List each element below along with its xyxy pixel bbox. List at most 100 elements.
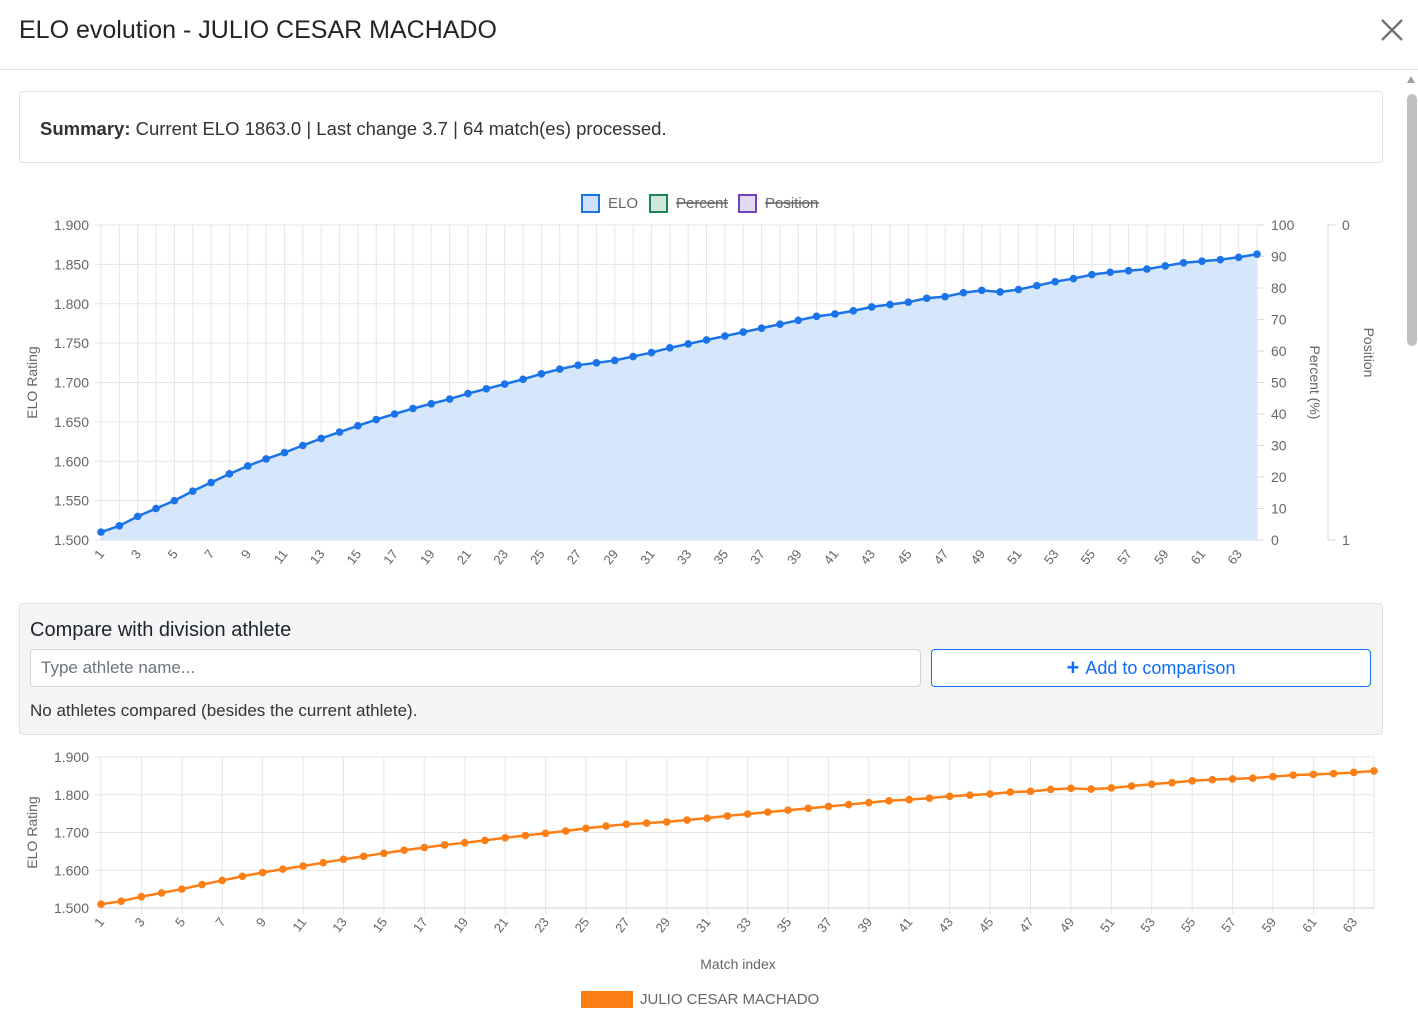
x-tick-label: 5 [164, 547, 180, 562]
athlete-point [1370, 767, 1378, 775]
elo-point [776, 320, 784, 329]
athlete-point [885, 796, 893, 805]
x-tick-label: 15 [370, 915, 391, 936]
x-tick-label: 25 [527, 547, 548, 568]
x-tick-label: 3 [132, 915, 148, 930]
x-tick-label: 39 [784, 547, 805, 568]
elo-point [574, 361, 582, 369]
x-tick-label: 17 [410, 915, 431, 936]
athlete-point [1026, 787, 1035, 796]
x-tick-label: 13 [307, 547, 328, 568]
x-tick-label: 11 [289, 915, 309, 935]
elo-point [757, 324, 766, 332]
modal-title: ELO evolution - JULIO CESAR MACHADO [19, 16, 497, 44]
elo-point [849, 307, 858, 315]
athlete-point [824, 802, 833, 811]
athlete-point [1087, 785, 1095, 793]
elo-point [739, 328, 748, 336]
y-tick-label: 1.850 [54, 256, 89, 272]
x-tick-label: 37 [747, 547, 768, 568]
x-tick-label: 7 [201, 547, 217, 562]
athlete-point [905, 795, 914, 804]
y2-tick-label: 60 [1271, 343, 1287, 359]
x-tick-label: 57 [1218, 915, 1239, 936]
athlete-point [804, 804, 813, 813]
athlete-point [764, 808, 772, 816]
athlete-point [359, 852, 368, 861]
x-axis-title: Match index [700, 956, 775, 972]
athlete-point [642, 819, 651, 827]
y2-tick-label: 70 [1271, 312, 1287, 328]
elo-point [702, 336, 711, 344]
elo-point [941, 292, 949, 301]
y-tick-label: 1.900 [54, 217, 89, 233]
athlete-point [117, 897, 126, 906]
elo-point [1033, 281, 1041, 290]
athlete-point [662, 818, 671, 826]
athlete-point [279, 865, 287, 873]
x-tick-label: 49 [1057, 915, 1078, 936]
elo-point [409, 404, 417, 413]
x-tick-label: 51 [1004, 547, 1025, 568]
x-tick-label: 23 [490, 547, 511, 568]
y2-tick-label: 100 [1271, 217, 1295, 233]
elo-point [977, 286, 986, 295]
elo-point [886, 300, 894, 309]
y3-tick-label: 0 [1342, 217, 1350, 233]
y2-tick-label: 80 [1271, 280, 1287, 296]
modal-header: ELO evolution - JULIO CESAR MACHADO [0, 0, 1418, 70]
elo-point [794, 316, 803, 325]
elo-point [904, 298, 913, 306]
athlete-point [723, 812, 732, 820]
elo-point [519, 375, 527, 384]
elo-point [647, 348, 656, 357]
elo-point [1198, 257, 1206, 266]
elo-point [97, 528, 105, 536]
y2-tick-label: 90 [1271, 249, 1287, 265]
elo-point [1069, 274, 1078, 283]
x-tick-label: 45 [894, 547, 915, 568]
x-tick-label: 17 [380, 547, 401, 568]
x-tick-label: 61 [1299, 915, 1320, 936]
x-tick-label: 33 [674, 547, 695, 568]
x-tick-label: 29 [652, 915, 673, 936]
elo-point [1234, 253, 1243, 262]
x-tick-label: 33 [733, 915, 754, 936]
athlete-search-input[interactable] [30, 649, 921, 687]
elo-point [1106, 268, 1115, 277]
y3-axis-title: Position [1361, 328, 1377, 378]
y2-tick-label: 10 [1271, 501, 1287, 517]
x-tick-label: 49 [967, 547, 988, 568]
athlete-point [1208, 775, 1217, 784]
x-tick-label: 19 [450, 915, 471, 936]
y-tick-label: 1.750 [54, 335, 89, 351]
scrollbar-thumb[interactable] [1407, 94, 1417, 346]
legend-swatch [738, 194, 757, 213]
athlete-point [319, 858, 328, 867]
summary-text: Summary: Current ELO 1863.0 | Last chang… [40, 118, 667, 140]
x-tick-label: 63 [1224, 547, 1245, 568]
close-icon[interactable] [1376, 14, 1408, 46]
comparison-chart: 1.500 1.600 1.700 1.800 1.900 ELO Rating Match… [24, 749, 1378, 1008]
athlete-point [1329, 769, 1338, 778]
athlete-point [1349, 768, 1358, 777]
athlete-point [1147, 780, 1156, 788]
x-tick-label: 53 [1137, 915, 1158, 936]
add-to-comparison-button[interactable]: + Add to comparison [931, 649, 1371, 687]
athlete-point [481, 836, 489, 845]
x-tick-label: 43 [857, 547, 878, 568]
x-tick-label: 19 [417, 547, 438, 568]
x-tick-label: 9 [253, 915, 269, 930]
elo-point [1143, 265, 1151, 273]
y-tick-label: 1.700 [54, 375, 89, 391]
athlete-point [1107, 784, 1116, 792]
elo-point [721, 332, 729, 340]
x-tick-label: 37 [814, 915, 835, 936]
elo-point [299, 441, 307, 450]
x-tick-label: 63 [1339, 915, 1360, 936]
x-tick-label: 61 [1188, 547, 1209, 568]
elo-point [482, 385, 491, 393]
y3-tick-label: 1 [1342, 532, 1350, 548]
scroll-up-arrow-icon[interactable] [1407, 76, 1415, 83]
athlete-point [400, 846, 408, 855]
